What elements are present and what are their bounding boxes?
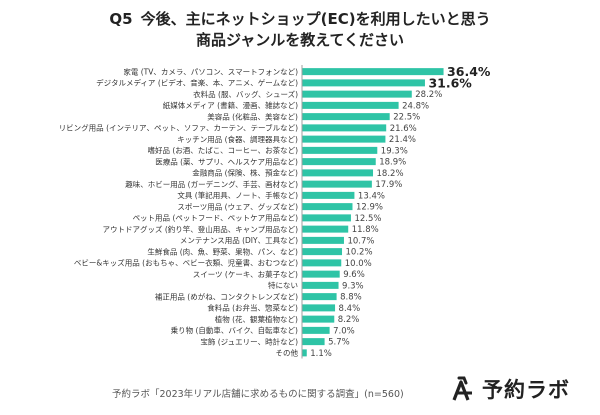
bar bbox=[302, 315, 335, 323]
value-label: 19.3% bbox=[381, 146, 408, 156]
brand-name: 予約ラボ bbox=[482, 378, 570, 402]
question-number: Q5 bbox=[109, 10, 133, 28]
question-text-1: 今後、主にネットショップ(EC)を利用したいと思う bbox=[140, 10, 491, 28]
category-label: 特にない bbox=[268, 280, 298, 290]
value-label: 24.8% bbox=[402, 101, 429, 111]
value-label: 18.2% bbox=[377, 169, 404, 179]
value-label: 17.9% bbox=[375, 180, 402, 190]
bar bbox=[302, 214, 351, 222]
category-label: その他 bbox=[276, 348, 299, 358]
bar bbox=[302, 113, 390, 121]
brand-icon bbox=[452, 376, 472, 401]
category-label: スイーツ (ケーキ、お菓子など) bbox=[193, 269, 298, 279]
category-label: 趣味、ホビー用品 (ガーデニング、手芸、画材など) bbox=[125, 179, 298, 189]
category-label: 家電 (TV、カメラ、パソコン、スマートフォンなど) bbox=[123, 66, 298, 76]
value-label: 21.4% bbox=[389, 135, 416, 145]
category-label: アウトドアグッズ (釣り竿、登山用品、キャンプ用品など) bbox=[102, 224, 298, 234]
chart-title-line1: Q5 今後、主にネットショップ(EC)を利用したいと思う bbox=[0, 8, 600, 29]
bar bbox=[302, 180, 372, 188]
value-label: 10.7% bbox=[347, 236, 374, 246]
bar bbox=[302, 135, 386, 143]
category-label: 乗り物 (自動車、バイク、自転車など) bbox=[171, 325, 298, 335]
category-label: リビング用品 (インテリア、ペット、ソファ、カーテン、テーブルなど) bbox=[59, 123, 298, 133]
value-label: 8.4% bbox=[339, 304, 361, 314]
bar bbox=[302, 90, 412, 98]
value-label: 36.4% bbox=[447, 64, 491, 79]
value-label: 1.1% bbox=[310, 349, 332, 359]
bar bbox=[302, 68, 444, 76]
value-label: 7.0% bbox=[333, 326, 355, 336]
bar bbox=[302, 146, 378, 154]
value-label: 18.9% bbox=[379, 158, 406, 168]
bar bbox=[302, 124, 387, 132]
bar bbox=[302, 281, 339, 289]
category-label: メンテナンス用品 (DIY、工具など) bbox=[180, 236, 298, 245]
bar bbox=[302, 338, 325, 346]
bar bbox=[302, 225, 349, 233]
value-label: 8.2% bbox=[338, 315, 360, 325]
brand-logo: 予約ラボ bbox=[450, 374, 570, 404]
category-label: 金融商品 (保険、株、預金など) bbox=[192, 168, 298, 178]
bar-chart: 家電 (TV、カメラ、パソコン、スマートフォンなど) 36.4% デジタルメディア … bbox=[59, 64, 491, 359]
category-label: 衣料品 (服、バッグ、シューズ) bbox=[193, 89, 298, 99]
value-label: 13.4% bbox=[358, 191, 385, 201]
value-label: 22.5% bbox=[393, 113, 420, 123]
value-label: 31.6% bbox=[428, 75, 472, 90]
category-label: 補正用品 (めがね、コンタクトレンズなど) bbox=[155, 291, 298, 301]
value-label: 12.5% bbox=[354, 214, 381, 224]
value-label: 28.2% bbox=[415, 90, 442, 100]
category-label: 美容品 (化粧品、美容など) bbox=[207, 111, 298, 121]
bar bbox=[302, 248, 343, 256]
bar bbox=[302, 270, 340, 278]
category-label: 宝飾 (ジュエリー、時計など) bbox=[200, 336, 298, 346]
bar bbox=[302, 203, 353, 211]
source-note: 予約ラボ「2023年リアル店舗に求めるものに関する調査」(n=560) bbox=[112, 389, 404, 400]
value-label: 12.9% bbox=[356, 203, 383, 213]
value-label: 9.6% bbox=[343, 270, 365, 280]
value-label: 21.6% bbox=[390, 124, 417, 134]
bar bbox=[302, 79, 425, 87]
value-label: 8.8% bbox=[340, 293, 362, 303]
bar bbox=[302, 169, 374, 177]
value-label: 9.3% bbox=[342, 281, 364, 291]
value-label: 11.8% bbox=[352, 225, 379, 235]
bar bbox=[302, 349, 307, 357]
category-label: 嗜好品 (お酒、たばこ、コーヒー、お茶など) bbox=[147, 145, 298, 155]
category-label: デジタルメディア (ビデオ、音楽、本、アニメ、ゲームなど) bbox=[96, 78, 298, 88]
bar bbox=[302, 326, 330, 334]
category-label: 紙媒体メディア (書籍、漫画、雑誌など) bbox=[163, 100, 298, 110]
chart-title-line2: 商品ジャンルを教えてください bbox=[195, 31, 405, 49]
value-label: 10.0% bbox=[345, 259, 372, 269]
value-label: 10.2% bbox=[346, 248, 373, 258]
category-label: キッチン用品 (食器、調理器具など) bbox=[177, 134, 298, 144]
category-label: 生鮮食品 (肉、魚、野菜、果物、パン、など) bbox=[147, 246, 298, 256]
value-label: 5.7% bbox=[328, 338, 350, 348]
category-label: 食料品 (お弁当、惣菜など) bbox=[207, 303, 298, 313]
bar bbox=[302, 191, 355, 199]
bar bbox=[302, 293, 337, 301]
bar bbox=[302, 304, 336, 312]
category-label: ベビー&キッズ用品 (おもちゃ、ベビー衣類、児童書、おむつなど) bbox=[74, 258, 298, 268]
category-label: 文具 (筆記用具、ノート、手帳など) bbox=[177, 190, 298, 200]
bar bbox=[302, 158, 376, 166]
bar bbox=[302, 101, 399, 109]
category-label: スポーツ用品 (ウェア、グッズなど) bbox=[177, 201, 298, 211]
bar bbox=[302, 259, 342, 267]
category-label: 医療品 (薬、サプリ、ヘルスケア用品など) bbox=[155, 156, 298, 166]
category-label: 植物 (花、観葉植物など) bbox=[215, 314, 298, 324]
bar bbox=[302, 236, 344, 244]
category-label: ペット用品 (ペットフード、ペットケア用品など) bbox=[133, 214, 299, 223]
